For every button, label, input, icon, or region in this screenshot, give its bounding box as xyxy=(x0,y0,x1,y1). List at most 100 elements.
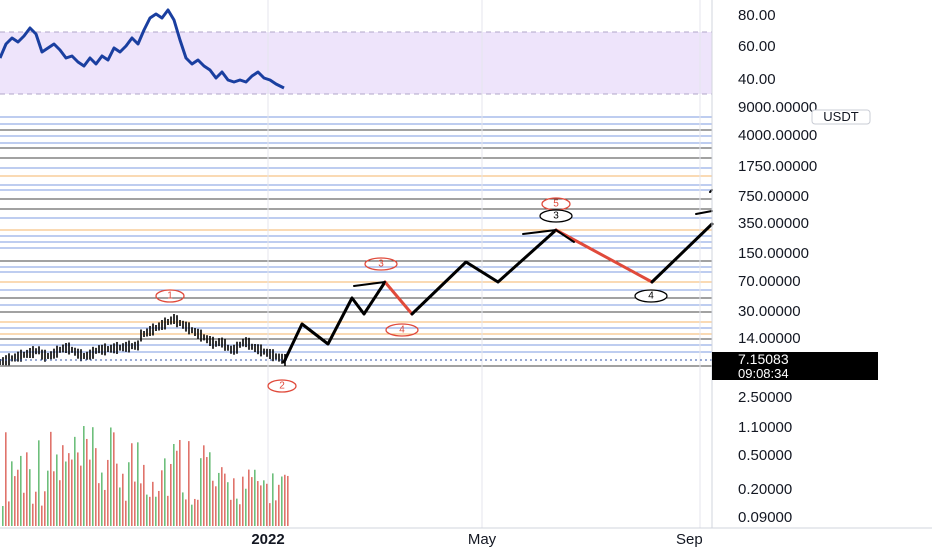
price-tick-0: 9000.00000 xyxy=(738,99,817,116)
volume-bar-12 xyxy=(38,440,40,526)
volume-bar-95 xyxy=(287,475,289,526)
volume-bar-28 xyxy=(86,438,88,526)
volume-bar-77 xyxy=(233,478,235,526)
volume-bar-2 xyxy=(8,501,10,526)
volume-bar-83 xyxy=(251,477,253,526)
time-label-sep: Sep xyxy=(676,531,703,548)
volume-bar-17 xyxy=(53,471,55,526)
volume-bar-89 xyxy=(269,503,271,526)
horizontal-levels xyxy=(0,116,712,367)
volume-bar-35 xyxy=(107,459,109,526)
price-tick-2: 1750.00000 xyxy=(738,158,817,175)
volume-bar-92 xyxy=(278,484,280,526)
volume-bar-70 xyxy=(212,480,214,526)
volume-bar-53 xyxy=(161,470,163,526)
time-label-may: May xyxy=(468,531,497,548)
volume-bar-41 xyxy=(125,500,127,526)
volume-bar-54 xyxy=(164,458,166,526)
volume-bar-71 xyxy=(215,486,217,526)
volume-bar-51 xyxy=(155,496,157,526)
volume-bar-65 xyxy=(197,499,199,526)
volume-bar-4 xyxy=(14,476,16,526)
volume-bars xyxy=(2,426,289,526)
volume-bar-19 xyxy=(59,480,61,526)
wave-label-red-4-text: 4 xyxy=(399,325,405,336)
price-tick-8: 14.00000 xyxy=(738,330,801,347)
volume-bar-50 xyxy=(152,481,154,526)
volume-bar-46 xyxy=(140,483,142,526)
volume-bar-43 xyxy=(131,443,133,526)
volume-bar-26 xyxy=(80,465,82,526)
wave-label-red-2: 2 xyxy=(267,379,297,393)
projection-segment-1 xyxy=(282,280,387,364)
volume-bar-36 xyxy=(110,427,112,526)
wave-label-red-3-text: 3 xyxy=(378,259,384,270)
wave-label-red-1-text: 1 xyxy=(167,291,173,302)
volume-bar-67 xyxy=(203,445,205,526)
price-tick-9: 2.50000 xyxy=(738,389,792,406)
arrow-head-3 xyxy=(695,210,713,215)
current-price-tag: 7.15083 09:08:34 xyxy=(712,351,878,381)
volume-bar-0 xyxy=(2,506,4,526)
correction-segment-2 xyxy=(554,228,654,284)
price-tick-5: 150.00000 xyxy=(738,245,809,262)
volume-bar-59 xyxy=(179,439,181,526)
volume-bar-84 xyxy=(254,469,256,526)
volume-bar-56 xyxy=(170,463,172,526)
wave-label-red-2-text: 2 xyxy=(279,381,285,392)
wave-label-black-4-text: 4 xyxy=(648,291,654,302)
price-tick-1: 4000.00000 xyxy=(738,127,817,144)
wave-label-black-4: 4 xyxy=(634,289,668,303)
wave-label-red-4: 4 xyxy=(385,323,419,337)
wave-label-black-3-text: 3 xyxy=(553,211,559,222)
volume-bar-8 xyxy=(26,452,28,526)
volume-bar-10 xyxy=(32,503,34,526)
volume-bar-15 xyxy=(47,470,49,526)
volume-bar-76 xyxy=(230,499,232,526)
volume-bar-5 xyxy=(17,469,19,526)
volume-bar-9 xyxy=(29,469,31,526)
volume-bar-20 xyxy=(62,445,64,526)
volume-bar-82 xyxy=(248,469,250,526)
volume-bar-85 xyxy=(257,481,259,526)
volume-bar-60 xyxy=(182,492,184,526)
price-tick-12: 0.20000 xyxy=(738,481,792,498)
volume-bar-39 xyxy=(119,487,121,526)
correction-segment-1 xyxy=(383,280,414,316)
wave-label-red-3: 3 xyxy=(364,257,398,271)
currency-label: USDT xyxy=(823,109,858,124)
wave-label-red-5-text: 5 xyxy=(553,199,559,210)
volume-bar-52 xyxy=(158,490,160,526)
volume-bar-40 xyxy=(122,473,124,526)
volume-bar-34 xyxy=(104,489,106,526)
price-tick-13: 0.09000 xyxy=(738,509,792,526)
price-tick-3: 750.00000 xyxy=(738,188,809,205)
countdown-value: 09:08:34 xyxy=(738,366,789,381)
volume-bar-94 xyxy=(284,474,286,526)
volume-bar-45 xyxy=(137,442,139,526)
volume-bar-1 xyxy=(5,432,7,526)
time-label-2022: 2022 xyxy=(251,531,284,548)
volume-bar-44 xyxy=(134,481,136,526)
volume-bar-74 xyxy=(224,473,226,526)
osc-tick-60: 60.00 xyxy=(738,38,776,55)
volume-bar-63 xyxy=(191,504,193,526)
volume-bar-68 xyxy=(206,457,208,526)
volume-bar-24 xyxy=(74,436,76,526)
wave-projection xyxy=(282,189,714,364)
wave-label-red-5: 5 xyxy=(541,197,571,211)
oscillator-line xyxy=(0,8,285,90)
osc-tick-40: 40.00 xyxy=(738,71,776,88)
volume-bar-14 xyxy=(44,491,46,526)
projection-segment-2 xyxy=(410,228,558,316)
volume-bar-79 xyxy=(239,504,241,526)
current-price-value: 7.15083 xyxy=(738,351,789,367)
volume-bar-3 xyxy=(11,461,13,526)
volume-bar-87 xyxy=(263,480,265,526)
volume-bar-62 xyxy=(188,441,190,526)
volume-bar-18 xyxy=(56,454,58,526)
volume-bar-21 xyxy=(65,461,67,526)
oscillator-band xyxy=(0,32,712,94)
volume-bar-7 xyxy=(23,492,25,526)
